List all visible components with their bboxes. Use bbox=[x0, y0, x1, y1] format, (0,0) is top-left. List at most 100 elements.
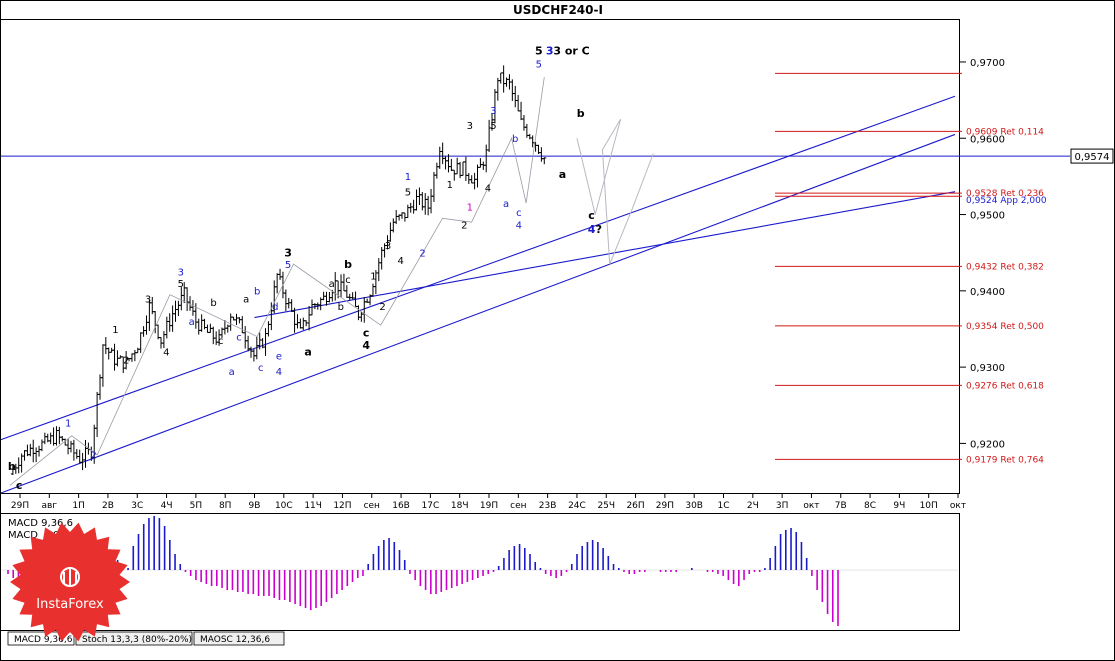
x-tick-label: 9Ч bbox=[893, 501, 905, 511]
price-pane bbox=[0, 19, 960, 494]
x-tick-label: 12П bbox=[333, 501, 351, 511]
tab-frame bbox=[7, 631, 75, 646]
tab-frame bbox=[193, 631, 285, 646]
fib-level-label: 0,9179 Ret 0,764 bbox=[966, 455, 1044, 465]
channel-line bbox=[0, 133, 956, 494]
wave-label: 3 bbox=[385, 241, 391, 252]
x-tick-label: 9В bbox=[249, 501, 261, 511]
x-tick-label: 8П bbox=[219, 501, 232, 511]
wave-label: 2 bbox=[90, 451, 96, 462]
fib-level-label: 0,9609 Ret 0,114 bbox=[966, 127, 1044, 137]
trend-channels bbox=[0, 95, 956, 494]
wave-label: 4 bbox=[485, 184, 491, 195]
wave-label: ? bbox=[596, 223, 602, 236]
x-tick-label: 29П bbox=[11, 501, 29, 511]
chart-title: USDCHF240-I bbox=[513, 3, 603, 17]
y-tick-label: 0,9200 bbox=[970, 439, 1005, 450]
wave-label: a bbox=[304, 346, 311, 359]
channel-line bbox=[254, 191, 956, 319]
y-tick-label: 0,9300 bbox=[970, 363, 1005, 374]
x-tick-label: 11Ч bbox=[304, 501, 322, 511]
wave-label: 5 bbox=[405, 187, 411, 198]
wave-label: c bbox=[345, 275, 351, 286]
x-tick-label: 5П bbox=[190, 501, 203, 511]
tab-label: MAOSC 12,36,6 bbox=[200, 635, 270, 645]
wave-label: 5 bbox=[285, 260, 291, 271]
x-tick-label: 1П bbox=[72, 501, 85, 511]
wave-label: 5 bbox=[178, 279, 184, 290]
x-tick-label: 2В bbox=[102, 501, 114, 511]
x-tick-label: 16В bbox=[392, 501, 410, 511]
wave-label: 1 bbox=[370, 271, 376, 282]
x-tick-label: 19П bbox=[480, 501, 498, 511]
wave-label: c bbox=[588, 209, 595, 222]
wave-label: a bbox=[559, 168, 566, 181]
wave-label: 1 bbox=[405, 172, 411, 183]
indicator-tab[interactable]: MAOSC 12,36,6 bbox=[193, 631, 285, 646]
wave-label: a bbox=[329, 279, 335, 290]
wave-label: 4 bbox=[588, 223, 596, 236]
x-tick-label: 30В bbox=[685, 501, 703, 511]
wave-label: 1 bbox=[447, 180, 453, 191]
x-tick-label: 4Ч bbox=[161, 501, 173, 511]
x-tick-label: 23В bbox=[539, 501, 557, 511]
macd-pane bbox=[0, 513, 960, 631]
wave-label: e bbox=[276, 351, 282, 362]
x-tick-label: 7В bbox=[835, 501, 847, 511]
forecast-line bbox=[576, 118, 654, 265]
x-tick-label: 24С bbox=[568, 501, 586, 511]
wave-label: 3 bbox=[178, 268, 184, 279]
wave-label: d bbox=[272, 302, 278, 313]
wave-zigzag bbox=[9, 77, 545, 486]
tab-label: Stoch 13,3,3 (80%-20%) bbox=[82, 635, 192, 645]
wave-label: 1 bbox=[65, 419, 71, 430]
x-tick-label: 3С bbox=[131, 501, 143, 511]
wave-label: 2 bbox=[123, 355, 129, 366]
y-tick-label: 0,9600 bbox=[970, 134, 1005, 145]
x-tick-label: 1С bbox=[717, 501, 729, 511]
x-tick-label: 26П bbox=[626, 501, 644, 511]
fib-level-label: 0,9528 Ret 0,236 bbox=[966, 189, 1044, 199]
macd-label-prefix: MACD bbox=[8, 530, 38, 541]
x-tick-label: окт bbox=[950, 501, 966, 511]
wave-label: b bbox=[210, 298, 216, 309]
wave-label: c bbox=[16, 479, 23, 492]
wave-label: 3 or C bbox=[553, 44, 589, 57]
price-axis: 0,9200 0,9300 0,9400 0,9500 0,9600 0,9700 bbox=[960, 58, 1005, 450]
x-tick-label: 10С bbox=[275, 501, 293, 511]
wave-label: a bbox=[189, 317, 195, 328]
x-tick-label: авг bbox=[42, 501, 58, 511]
x-tick-label: 29П bbox=[656, 501, 674, 511]
wave-label: a bbox=[503, 199, 509, 210]
x-tick-label: 25Ч bbox=[597, 501, 615, 511]
logo-text: InstaForex bbox=[36, 597, 104, 612]
wave-label: b bbox=[577, 107, 585, 120]
wave-label: 5 bbox=[535, 44, 543, 57]
wave-label: 3 bbox=[145, 294, 151, 305]
wave-label: 1 bbox=[112, 325, 118, 336]
wave-label: 5 bbox=[536, 59, 542, 70]
x-tick-label: 8С bbox=[864, 501, 876, 511]
x-tick-label: 2Ч bbox=[747, 501, 759, 511]
wave-label: c bbox=[218, 336, 224, 347]
x-tick-label: сен bbox=[364, 501, 380, 511]
wave-label: b bbox=[254, 287, 260, 298]
x-tick-label: 3П bbox=[776, 501, 789, 511]
wave-label: b bbox=[8, 460, 16, 473]
indicator-tabs: MACD 9,36,6 Stoch 13,3,3 (80%-20%) MAOSC 1… bbox=[7, 631, 285, 646]
current-price-tag: 0,9574 bbox=[1070, 148, 1114, 164]
wave-label: 2 bbox=[461, 220, 467, 231]
instaforex-logo: InstaForex bbox=[10, 522, 130, 642]
x-tick-label: сен bbox=[510, 501, 526, 511]
indicator-tab[interactable]: MACD 9,36,6 bbox=[7, 631, 75, 646]
channel-line bbox=[0, 95, 956, 441]
current-price-label: 0,9574 bbox=[1075, 152, 1110, 163]
wave-label: b bbox=[344, 258, 352, 271]
y-tick-label: 0,9500 bbox=[970, 211, 1005, 222]
wave-label: 3 bbox=[490, 106, 496, 117]
wave-label: 3 bbox=[467, 121, 473, 132]
fib-level-label: 0,9276 Ret 0,618 bbox=[966, 381, 1044, 391]
